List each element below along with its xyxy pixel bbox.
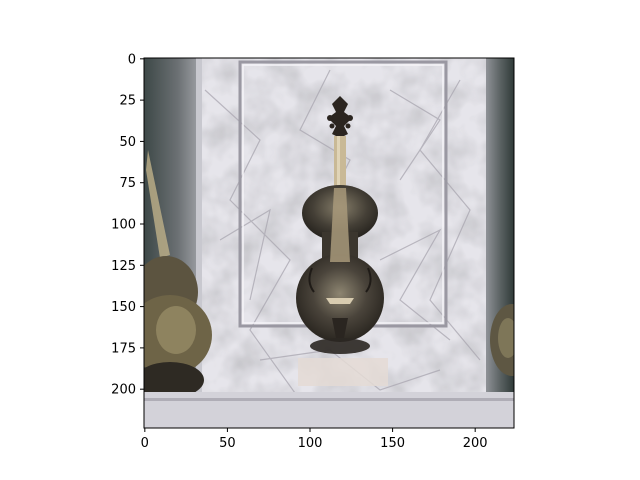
plot-frame xyxy=(143,57,515,429)
y-tick-label: 50 xyxy=(119,135,136,150)
y-tick-label: 25 xyxy=(119,94,136,109)
violin-scroll xyxy=(328,96,352,138)
x-tick-label: 150 xyxy=(380,436,405,451)
y-tick-label: 150 xyxy=(111,300,136,315)
left-instrument xyxy=(144,150,212,398)
violin-fingerboard xyxy=(330,188,350,262)
violin-tailpiece xyxy=(332,318,348,338)
stand-base xyxy=(298,358,388,386)
bottom-shelf xyxy=(144,392,514,428)
x-tick-label: 100 xyxy=(298,436,323,451)
x-tick-label: 50 xyxy=(219,436,236,451)
right-instrument xyxy=(490,304,514,376)
x-axis: 0 50 100 150 200 xyxy=(141,428,488,451)
violin-bridge xyxy=(326,298,354,304)
y-tick-label: 175 xyxy=(111,341,136,356)
x-tick-label: 200 xyxy=(463,436,488,451)
y-tick-label: 75 xyxy=(119,176,136,191)
y-tick-label: 0 xyxy=(128,52,136,67)
y-tick-label: 200 xyxy=(111,383,136,398)
image-content xyxy=(144,58,514,428)
y-tick-label: 125 xyxy=(111,259,136,274)
y-tick-label: 100 xyxy=(111,218,136,233)
x-tick-label: 0 xyxy=(141,436,149,451)
violin xyxy=(296,96,384,354)
left-frame-edge xyxy=(196,58,202,408)
y-axis: 0 25 50 75 100 125 150 175 200 xyxy=(111,52,144,398)
